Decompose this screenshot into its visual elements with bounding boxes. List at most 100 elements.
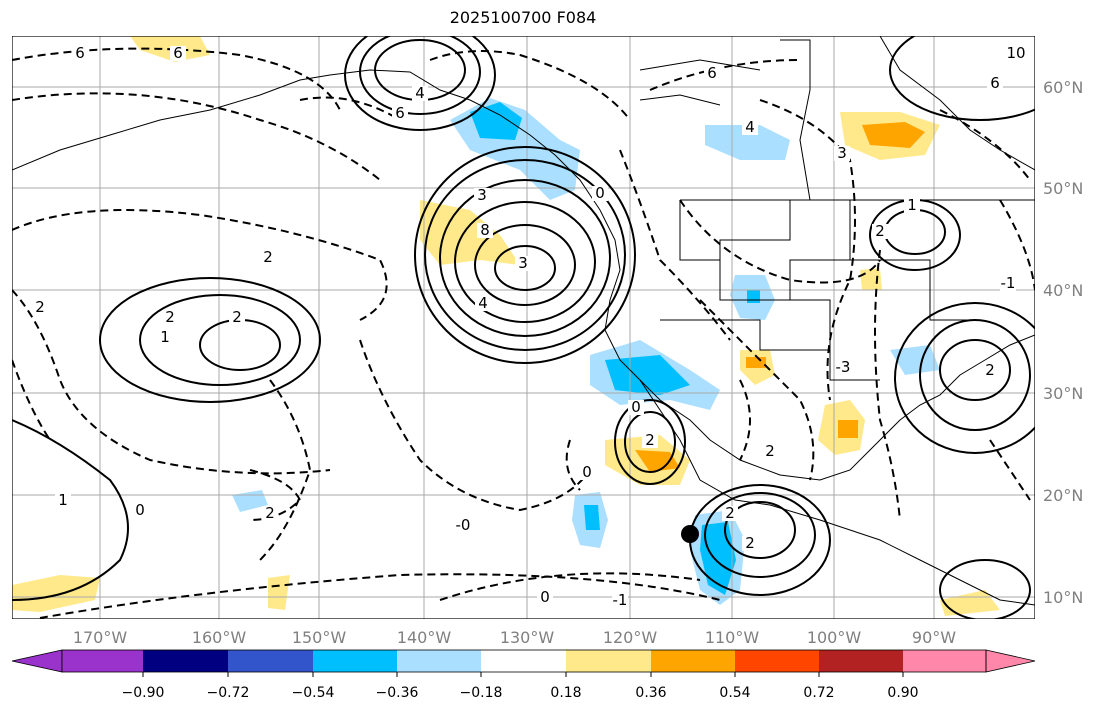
colorbar-tick-label: 0.54 xyxy=(719,685,750,701)
colorbar-segment xyxy=(228,650,313,672)
contour-label: 0 xyxy=(582,463,592,481)
colorbar-tick-label: 0.36 xyxy=(635,685,666,701)
shade-small-yellow xyxy=(268,575,290,610)
shade-baja-blue-core xyxy=(605,355,690,395)
colorbar-tick-labels: −0.90 −0.72 −0.54 −0.36 −0.18 0.18 0.36 0.54 0.7… xyxy=(122,672,919,701)
contour-label: 6 xyxy=(395,104,405,122)
contour-label-bg xyxy=(834,146,850,161)
colorbar-segment xyxy=(397,650,481,672)
colorbar-segment xyxy=(651,650,735,672)
contour-label-bg xyxy=(515,256,531,271)
contour-label-bg xyxy=(612,593,628,608)
contour-label: 4 xyxy=(415,84,425,102)
contour-label: 2 xyxy=(35,298,45,316)
colorbar-tick-label: −0.54 xyxy=(292,685,335,701)
contour-label-bg xyxy=(455,518,471,533)
shade-rockies-blue-core xyxy=(747,290,760,303)
contour-label: 1 xyxy=(58,491,68,509)
latitude-label: 40°N xyxy=(1043,281,1083,300)
contour-label-bg xyxy=(475,296,491,311)
contour-label-bg xyxy=(262,506,278,521)
contour-label: -1 xyxy=(1001,274,1016,292)
contour-label: -3 xyxy=(836,358,851,376)
contour-label: 3 xyxy=(837,144,847,162)
colorbar-tick-label: −0.72 xyxy=(207,685,250,701)
contour-label-bg xyxy=(982,363,998,378)
contour-label-bg xyxy=(722,506,738,521)
longitude-label: 140°W xyxy=(397,628,452,647)
contour-label-bg xyxy=(592,186,608,201)
colorbar-segment xyxy=(143,650,228,672)
colorbar-tick-label: −0.90 xyxy=(122,685,165,701)
longitude-label: 100°W xyxy=(807,628,862,647)
contour-label-bg xyxy=(904,198,920,213)
latitude-label: 60°N xyxy=(1043,78,1083,97)
colorbar-tick-label: 0.72 xyxy=(803,685,834,701)
storm-center-dot xyxy=(681,525,699,543)
shade-east-pac-orange xyxy=(635,450,680,472)
solid-contours xyxy=(12,36,1035,619)
colorbar-extend-low xyxy=(11,649,63,673)
contour-label-bg xyxy=(229,310,245,325)
shade-east-blue xyxy=(890,345,940,375)
latitude-label: 50°N xyxy=(1043,179,1083,198)
latitude-label: 10°N xyxy=(1043,588,1083,607)
colorbar-tick-label: −0.18 xyxy=(460,685,503,701)
contour-label: 6 xyxy=(75,44,85,62)
contour-label: 0 xyxy=(135,501,145,519)
contour-label-bg xyxy=(762,444,778,459)
contour-label: 6 xyxy=(707,64,717,82)
shade-gulf-mini-yellow xyxy=(860,268,882,290)
shade-storm-blue-core xyxy=(584,505,600,530)
colorbar-segment xyxy=(903,650,986,672)
map-title: 2025100700 F084 xyxy=(449,8,597,27)
contour-label: 0 xyxy=(595,184,605,202)
contour-label: 2 xyxy=(745,534,755,552)
contour-label-bg xyxy=(55,493,71,508)
colorbar-segment xyxy=(62,650,143,672)
contour-label: 8 xyxy=(480,221,490,239)
shade-hudson-orange xyxy=(862,122,925,148)
contour-label-bg xyxy=(162,310,178,325)
contour-label-bg xyxy=(1008,46,1024,61)
contour-label: 2 xyxy=(232,308,242,326)
longitude-label: 130°W xyxy=(500,628,555,647)
contour-label-bg xyxy=(628,400,644,415)
contour-label: 1 xyxy=(907,196,917,214)
contour-label-bg xyxy=(170,46,186,61)
shade-mexico-orange xyxy=(746,357,766,368)
contour-label: 2 xyxy=(265,504,275,522)
contour-label-bg xyxy=(32,300,48,315)
contour-label: 10 xyxy=(1006,44,1025,62)
colorbar-segment xyxy=(313,650,397,672)
longitude-label: 120°W xyxy=(603,628,658,647)
contour-label: 2 xyxy=(725,504,735,522)
contour-label: -1 xyxy=(613,591,628,609)
contour-label: 2 xyxy=(263,248,273,266)
colorbar-tick-label: 0.18 xyxy=(550,685,581,701)
contour-label-bg xyxy=(642,433,658,448)
contour-label: 4 xyxy=(478,294,488,312)
colorbar xyxy=(11,649,1036,673)
contour-label-bg xyxy=(537,590,553,605)
contour-label-bg xyxy=(260,250,276,265)
longitude-label: 150°W xyxy=(292,628,347,647)
contour-label-bg xyxy=(987,76,1003,91)
contour-label: 4 xyxy=(745,118,755,136)
dashed-contours xyxy=(12,47,1035,619)
colorbar-outline xyxy=(61,649,987,673)
contour-label-bg xyxy=(477,223,493,238)
contour-label-bg xyxy=(412,86,428,101)
anomaly-shading xyxy=(12,36,1000,616)
colorbar-extend-high xyxy=(985,649,1036,673)
contour-label: -0 xyxy=(456,516,471,534)
graticule xyxy=(12,36,1035,619)
shade-offshore-yellow xyxy=(420,200,520,265)
latitude-label: 20°N xyxy=(1043,486,1083,505)
contour-label-bg xyxy=(579,465,595,480)
contour-label-bg xyxy=(704,66,720,81)
shade-gulf-orange xyxy=(838,420,858,438)
contour-label-bg xyxy=(72,46,88,61)
contour-label: 0 xyxy=(631,398,641,416)
